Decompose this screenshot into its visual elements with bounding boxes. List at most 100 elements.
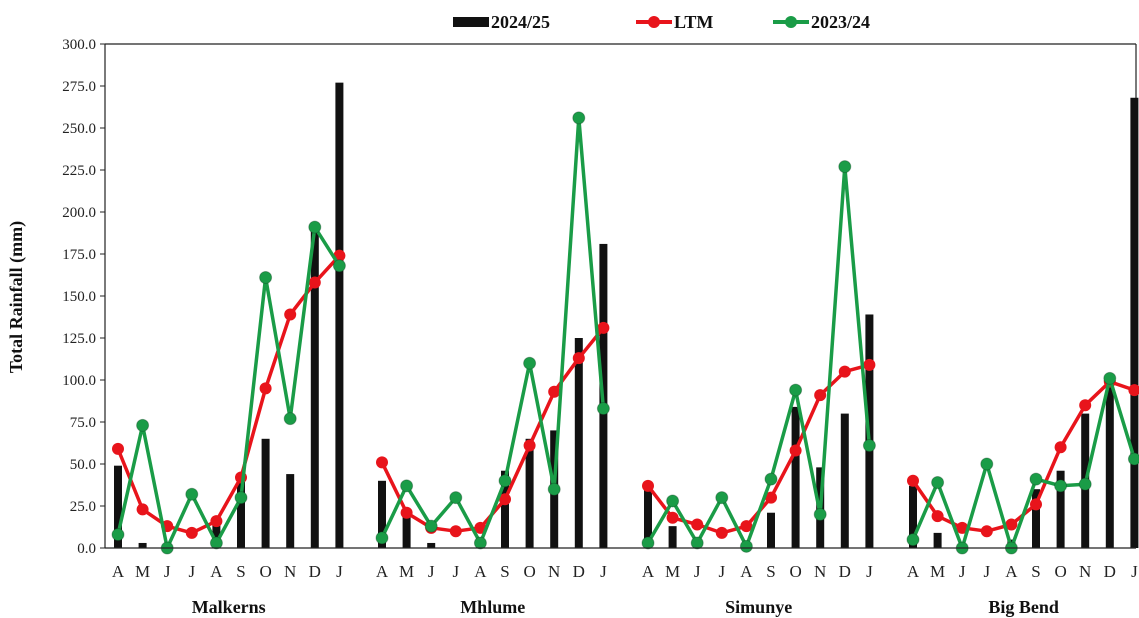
point-2023-24 bbox=[449, 491, 463, 505]
point-2023-24 bbox=[789, 383, 803, 397]
bar-2024-25 bbox=[574, 338, 583, 548]
month-label: J bbox=[866, 562, 873, 581]
month-label: N bbox=[284, 562, 296, 581]
point-ltm bbox=[259, 382, 272, 395]
line-2023-24 bbox=[116, 225, 341, 550]
y-axis: 0.0 25.0 50.0 75.0 100.0 125.0 150.0 175.0 200.0… bbox=[62, 37, 106, 557]
y-tick-label: 125.0 bbox=[62, 331, 96, 347]
point-ltm bbox=[980, 525, 993, 538]
month-label: N bbox=[1079, 562, 1091, 581]
point-ltm bbox=[838, 365, 851, 378]
month-label: J bbox=[959, 562, 966, 581]
month-label: M bbox=[665, 562, 680, 581]
month-label: D bbox=[839, 562, 851, 581]
point-ltm bbox=[931, 510, 944, 523]
bar-2024-25 bbox=[909, 485, 917, 548]
legend: 2024/25 LTM 2023/24 bbox=[453, 12, 870, 32]
month-label: J bbox=[600, 562, 607, 581]
month-label: J bbox=[718, 562, 725, 581]
y-tick-label: 100.0 bbox=[62, 373, 96, 389]
plot-area bbox=[105, 43, 1139, 555]
point-2023-24 bbox=[523, 356, 537, 370]
month-label: A bbox=[740, 562, 753, 581]
bar-2024-25 bbox=[1105, 380, 1114, 548]
point-2023-24 bbox=[641, 536, 655, 550]
bar-2024-25 bbox=[261, 438, 270, 548]
point-2023-24 bbox=[473, 536, 487, 550]
month-label: O bbox=[259, 562, 271, 581]
point-ltm bbox=[1128, 384, 1139, 397]
point-ltm bbox=[765, 491, 777, 504]
month-label: S bbox=[236, 562, 245, 581]
point-2023-24 bbox=[1103, 371, 1117, 385]
month-label: A bbox=[907, 562, 920, 581]
point-ltm bbox=[548, 385, 561, 398]
month-label: J bbox=[188, 562, 195, 581]
point-ltm bbox=[112, 442, 124, 455]
station-label: Mhlume bbox=[460, 597, 525, 617]
point-2023-24 bbox=[813, 507, 827, 521]
y-tick-label: 50.0 bbox=[70, 457, 96, 473]
month-label: M bbox=[930, 562, 945, 581]
y-tick-label: 150.0 bbox=[62, 289, 96, 305]
month-label: A bbox=[112, 562, 125, 581]
y-axis-label: Total Rainfall (mm) bbox=[6, 221, 27, 373]
point-ltm bbox=[814, 389, 827, 402]
point-2023-24 bbox=[596, 402, 610, 416]
month-label: O bbox=[789, 562, 801, 581]
point-2023-24 bbox=[980, 457, 994, 471]
month-label: J bbox=[983, 562, 990, 581]
point-ltm bbox=[1079, 399, 1092, 412]
month-label: J bbox=[428, 562, 435, 581]
point-2023-24 bbox=[666, 494, 680, 508]
month-label: A bbox=[376, 562, 389, 581]
y-tick-label: 200.0 bbox=[62, 205, 96, 221]
point-ltm bbox=[956, 521, 969, 534]
point-2023-24 bbox=[375, 531, 389, 545]
month-label: O bbox=[523, 562, 535, 581]
bar-2024-25 bbox=[212, 521, 221, 548]
station-label: Simunye bbox=[725, 597, 792, 617]
point-ltm bbox=[715, 526, 728, 539]
point-ltm bbox=[597, 321, 610, 334]
point-ltm bbox=[740, 520, 753, 533]
month-label: S bbox=[500, 562, 509, 581]
point-2023-24 bbox=[739, 539, 753, 553]
bar-2024-25 bbox=[933, 532, 942, 548]
legend-swatch-bar bbox=[453, 17, 489, 27]
point-ltm bbox=[907, 474, 919, 487]
month-label: D bbox=[1104, 562, 1116, 581]
point-2023-24 bbox=[690, 536, 704, 550]
month-label: J bbox=[452, 562, 459, 581]
bar-2024-25 bbox=[791, 406, 800, 548]
month-label: J bbox=[336, 562, 343, 581]
bar-2024-25 bbox=[1032, 489, 1040, 548]
y-tick-label: 250.0 bbox=[62, 121, 96, 137]
point-ltm bbox=[642, 479, 654, 492]
point-2023-24 bbox=[400, 479, 414, 493]
month-label: A bbox=[210, 562, 223, 581]
point-ltm bbox=[1005, 518, 1018, 531]
legend-swatch-marker bbox=[648, 16, 660, 28]
point-2023-24 bbox=[715, 491, 729, 505]
point-ltm bbox=[863, 358, 876, 371]
line-2023-24 bbox=[646, 164, 872, 549]
y-tick-label: 25.0 bbox=[70, 499, 96, 515]
point-2023-24 bbox=[498, 474, 512, 488]
line-2023-24 bbox=[911, 376, 1137, 550]
y-tick-label: 300.0 bbox=[62, 37, 96, 53]
station-label: Malkerns bbox=[192, 597, 266, 617]
point-ltm bbox=[523, 439, 536, 452]
bar-2024-25 bbox=[1056, 470, 1065, 548]
legend-swatch-marker bbox=[785, 16, 797, 28]
month-label: S bbox=[1031, 562, 1040, 581]
month-label: N bbox=[548, 562, 560, 581]
bar-2024-25 bbox=[378, 480, 386, 548]
point-ltm bbox=[789, 444, 802, 457]
y-tick-label: 275.0 bbox=[62, 79, 96, 95]
point-2023-24 bbox=[332, 259, 346, 273]
legend-label: LTM bbox=[674, 12, 713, 32]
month-label: J bbox=[694, 562, 701, 581]
point-2023-24 bbox=[234, 491, 248, 505]
bar-2024-25 bbox=[402, 514, 411, 548]
